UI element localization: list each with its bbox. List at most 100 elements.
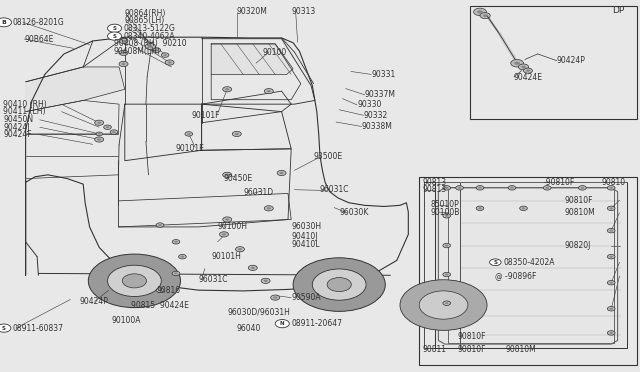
Circle shape [165, 60, 174, 65]
Circle shape [104, 125, 111, 129]
Circle shape [607, 307, 615, 311]
Text: 90810M: 90810M [564, 208, 595, 217]
Polygon shape [26, 67, 125, 112]
Circle shape [445, 302, 449, 304]
Circle shape [518, 64, 529, 70]
Text: 90815  90424E: 90815 90424E [131, 301, 189, 310]
Circle shape [312, 269, 366, 300]
Text: S: S [113, 26, 116, 31]
Text: 90424F: 90424F [3, 130, 32, 139]
Circle shape [119, 61, 128, 67]
Text: 96030D/96031H: 96030D/96031H [227, 308, 290, 317]
Circle shape [110, 130, 118, 134]
Circle shape [275, 320, 289, 328]
Circle shape [122, 274, 147, 288]
Circle shape [271, 295, 280, 300]
Circle shape [445, 215, 449, 217]
Polygon shape [435, 182, 627, 348]
Text: 90864(RH): 90864(RH) [125, 9, 166, 17]
Text: 90816: 90816 [157, 286, 181, 295]
Circle shape [108, 24, 122, 32]
Circle shape [609, 230, 613, 232]
Text: 90100B: 90100B [431, 208, 460, 217]
Circle shape [510, 187, 514, 189]
Circle shape [0, 18, 12, 27]
Circle shape [122, 52, 125, 54]
Circle shape [236, 247, 244, 252]
Text: 90810M: 90810M [506, 345, 536, 354]
Text: 90811: 90811 [422, 345, 447, 354]
Circle shape [248, 265, 257, 270]
Circle shape [108, 265, 161, 296]
Circle shape [579, 186, 586, 190]
Text: 08350-4202A: 08350-4202A [503, 258, 554, 267]
Text: 90810: 90810 [602, 178, 626, 187]
Text: 90313: 90313 [291, 7, 316, 16]
Circle shape [443, 301, 451, 305]
Circle shape [607, 228, 615, 233]
Circle shape [235, 133, 239, 135]
Circle shape [443, 272, 451, 277]
Circle shape [524, 68, 532, 73]
Text: 90101E: 90101E [176, 144, 205, 153]
Circle shape [174, 241, 178, 243]
Circle shape [476, 206, 484, 211]
Text: 08340-4062A: 08340-4062A [124, 32, 175, 41]
Circle shape [158, 224, 162, 226]
Circle shape [445, 187, 449, 189]
Text: 90100A: 90100A [112, 316, 141, 325]
Circle shape [95, 137, 104, 142]
Circle shape [609, 308, 613, 310]
Circle shape [145, 44, 156, 49]
Circle shape [96, 132, 102, 136]
Text: 90101F: 90101F [192, 111, 221, 120]
Circle shape [277, 170, 286, 176]
Text: 90101H: 90101H [211, 252, 241, 261]
Text: 90424J: 90424J [3, 123, 29, 132]
Text: 90820J: 90820J [564, 241, 591, 250]
Circle shape [609, 282, 613, 284]
Bar [419, 177, 637, 365]
Circle shape [161, 53, 169, 57]
Circle shape [273, 296, 277, 299]
Text: 90320M: 90320M [237, 7, 268, 16]
Circle shape [607, 186, 615, 190]
Text: 85010P: 85010P [431, 200, 460, 209]
Circle shape [474, 8, 486, 16]
Circle shape [483, 14, 488, 17]
Circle shape [119, 38, 128, 44]
Circle shape [607, 206, 615, 211]
Text: 90B64E: 90B64E [24, 35, 54, 44]
Circle shape [478, 207, 482, 209]
Circle shape [280, 172, 284, 174]
Circle shape [515, 61, 520, 65]
Text: 90408 (RH)  90210: 90408 (RH) 90210 [114, 39, 186, 48]
Text: N: N [280, 321, 285, 326]
Circle shape [119, 50, 128, 55]
Circle shape [443, 186, 451, 190]
Circle shape [179, 254, 186, 259]
Circle shape [180, 256, 184, 258]
Text: 08313-5122G: 08313-5122G [124, 24, 175, 33]
Circle shape [97, 122, 101, 124]
Circle shape [112, 131, 116, 133]
Circle shape [108, 32, 122, 40]
Circle shape [106, 126, 109, 128]
Circle shape [225, 218, 229, 221]
Text: 90813: 90813 [422, 178, 447, 187]
Circle shape [156, 288, 164, 292]
Circle shape [522, 207, 525, 209]
Text: -90810F: -90810F [544, 178, 575, 187]
Text: 96031C: 96031C [198, 275, 228, 284]
Circle shape [456, 186, 463, 190]
Circle shape [443, 214, 451, 218]
Text: 96031C: 96031C [320, 185, 349, 194]
Circle shape [580, 187, 584, 189]
Circle shape [264, 89, 273, 94]
Text: 90810F: 90810F [458, 332, 486, 341]
Circle shape [223, 172, 232, 177]
Circle shape [478, 187, 482, 189]
Circle shape [158, 289, 162, 291]
Circle shape [122, 63, 125, 65]
Text: 90424P: 90424P [557, 56, 586, 65]
